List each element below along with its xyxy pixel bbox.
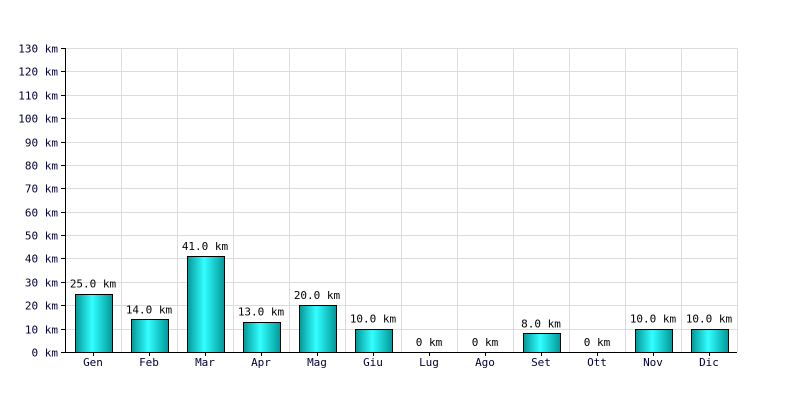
x-tick-label: Mag [307,356,327,369]
x-tick-label: Dic [699,356,719,369]
bar-nov [635,329,673,353]
x-tick-label: Lug [419,356,439,369]
x-tick-label: Nov [643,356,663,369]
data-label: 0 km [472,336,499,349]
data-label: 0 km [584,336,611,349]
x-tick-label: Ott [587,356,607,369]
x-tick-label: Apr [251,356,271,369]
y-tick-label: 70 km [25,183,58,196]
y-tick-label: 90 km [25,137,58,150]
y-tick-label: 40 km [25,253,58,266]
data-label: 14.0 km [126,303,173,316]
x-tick-label: Set [531,356,551,369]
data-labels: 25.0 km 14.0 km 41.0 km 13.0 km 20.0 km 10.0 … [70,240,733,349]
grid [65,48,738,352]
x-axis-ticks: Gen Feb Mar Apr Mag Giu Lug Ago Set Ott Nov Dic [83,356,719,369]
y-tick-label: 0 km [32,347,59,360]
y-tick-label: 80 km [25,160,58,173]
y-tick-label: 120 km [18,66,58,79]
y-tick-label: 60 km [25,207,58,220]
y-tick-label: 50 km [25,230,58,243]
bar-mag [299,305,337,353]
data-label: 8.0 km [521,317,561,330]
bar-mar [187,256,225,353]
data-label: 10.0 km [630,313,677,326]
data-label: 41.0 km [182,240,229,253]
y-tick-label: 130 km [18,43,58,56]
y-tick-label: 10 km [25,324,58,337]
y-tick-label: 110 km [18,90,58,103]
y-tick-label: 100 km [18,113,58,126]
bar-set [523,333,561,353]
data-label: 13.0 km [238,306,285,319]
bar-apr [243,322,281,353]
x-tick-label: Mar [195,356,215,369]
data-label: 10.0 km [350,313,397,326]
y-tick-label: 20 km [25,300,58,313]
x-tick-label: Gen [83,356,103,369]
data-label: 25.0 km [70,278,117,291]
x-tick-label: Feb [139,356,159,369]
data-label: 20.0 km [294,289,341,302]
x-tick-label: Ago [475,356,495,369]
y-tick-label: 30 km [25,277,58,290]
bar-dic [691,329,729,353]
data-label: 0 km [416,336,443,349]
x-tick-label: Giu [363,356,383,369]
bar-feb [131,319,169,353]
bar-gen [75,294,113,353]
bar-giu [355,329,393,353]
axes [61,48,737,356]
data-label: 10.0 km [686,313,733,326]
y-axis-ticks: 0 km 10 km 20 km 30 km 40 km 50 km 60 km 70 km 8… [18,43,58,360]
